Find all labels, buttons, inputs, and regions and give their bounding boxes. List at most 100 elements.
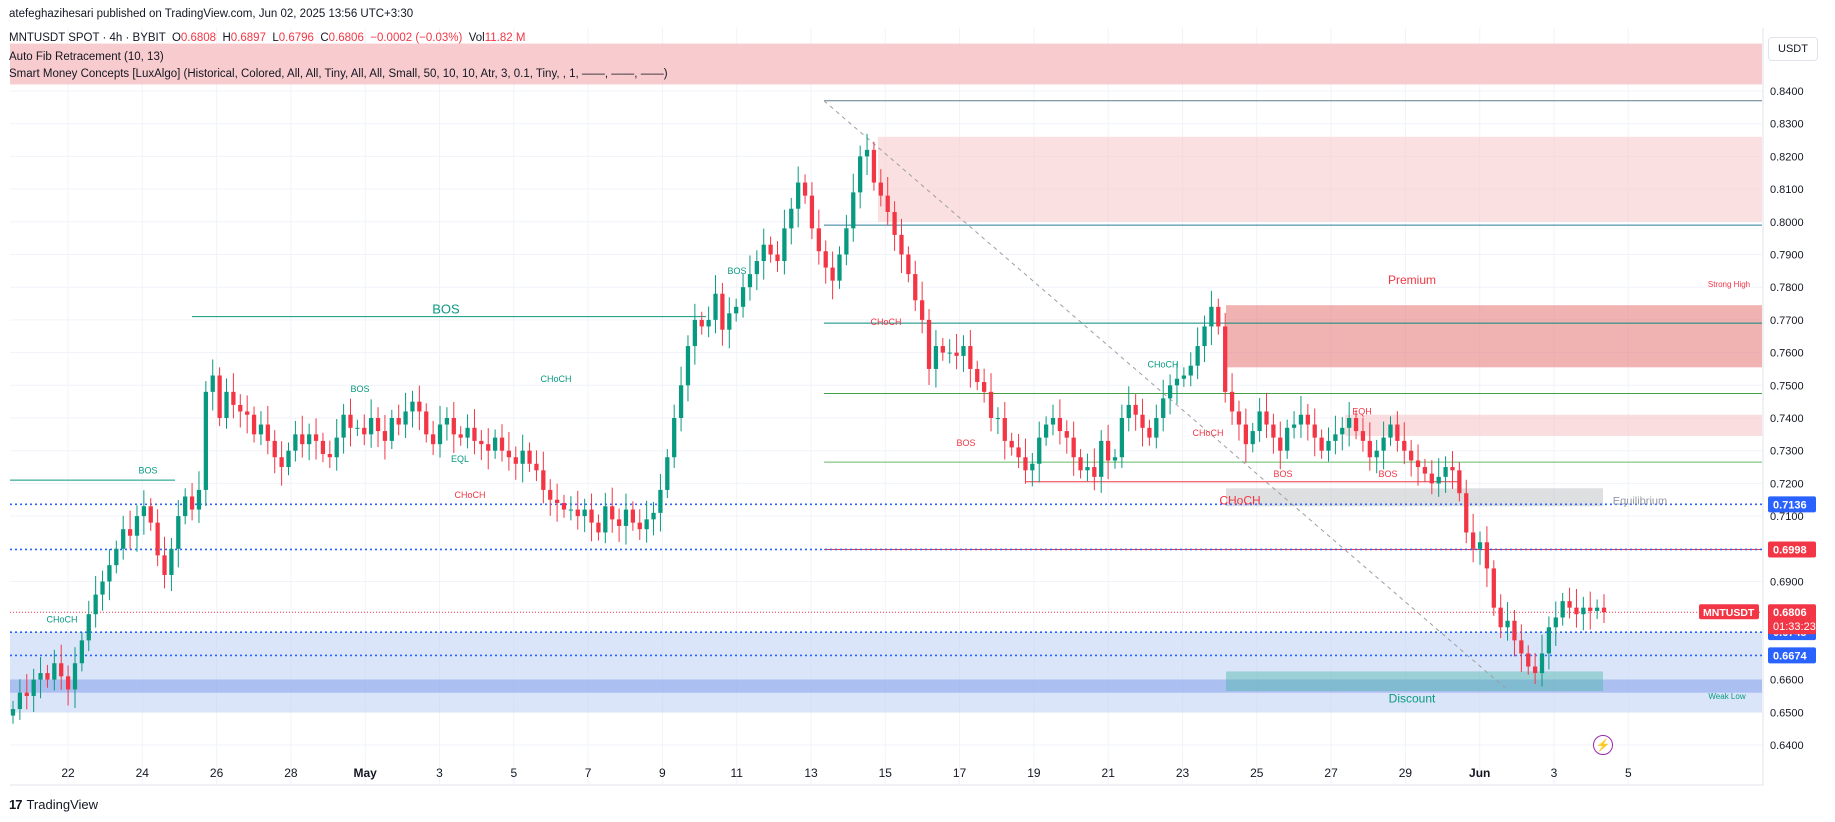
price-tick-label: 0.7400	[1770, 413, 1804, 425]
candle-body	[1202, 326, 1207, 347]
annotation-choch: CHoCH	[1219, 494, 1260, 508]
open-label: O	[171, 32, 181, 44]
annotation-bos: BOS	[432, 301, 460, 316]
candle-body	[300, 434, 305, 445]
candle-body	[375, 418, 381, 432]
candle-body	[355, 427, 360, 429]
candle-body	[1050, 418, 1056, 425]
price-tag-1: 0.6998	[1773, 544, 1807, 556]
candle-body	[176, 516, 181, 549]
indicator-smc[interactable]: Smart Money Concepts [LuxAlgo] (Historic…	[9, 68, 668, 80]
eqh-zone	[1345, 414, 1762, 436]
candle-body	[975, 368, 980, 383]
candle-body	[231, 391, 236, 405]
candle-body	[107, 565, 112, 582]
candle-body	[1092, 467, 1097, 477]
candle-body	[203, 391, 208, 490]
candle-body	[396, 418, 401, 425]
candle-body	[59, 663, 64, 677]
candle-body	[761, 244, 766, 262]
candle-body	[1271, 424, 1276, 438]
premium-zone	[1226, 305, 1762, 368]
currency-unit-button[interactable]: USDT	[1768, 37, 1818, 61]
candle-body	[947, 352, 952, 354]
symbol-tag-bg	[1699, 604, 1759, 620]
candle-body	[486, 444, 491, 451]
candle-body	[499, 437, 505, 451]
candle-body	[1491, 568, 1496, 608]
candle-body	[162, 555, 167, 575]
candle-body	[1216, 306, 1221, 327]
candle-body	[1188, 365, 1193, 376]
time-tick-label: 15	[879, 766, 893, 780]
candle-body	[1002, 418, 1007, 441]
annotation-bos: BOS	[1273, 469, 1292, 479]
candle-body	[706, 319, 711, 327]
candle-body	[720, 293, 725, 330]
candle-body	[1539, 653, 1545, 674]
candle-body	[313, 434, 319, 441]
candle-body	[24, 692, 29, 696]
candle-body	[658, 489, 663, 513]
candle-body	[961, 346, 966, 356]
candle-body	[52, 663, 57, 680]
time-tick-label: 5	[1625, 766, 1632, 780]
candle-body	[1471, 532, 1476, 549]
candle-body	[45, 673, 50, 680]
candle-body	[561, 503, 567, 510]
high-value: 0.6897	[230, 32, 266, 44]
candle-body	[582, 509, 587, 517]
candle-body	[1436, 476, 1441, 484]
candle-body	[1581, 607, 1586, 615]
candle-body	[637, 522, 642, 530]
price-tick-label: 0.6500	[1770, 707, 1804, 719]
candle-body	[437, 424, 443, 445]
symbol-info[interactable]: MNTUSDT SPOT · 4h · BYBIT	[9, 32, 166, 44]
indicator-fib[interactable]: Auto Fib Retracement (10, 13)	[9, 51, 164, 63]
discount-band-inner	[10, 679, 1762, 693]
candle-body	[1484, 542, 1490, 569]
candle-body	[1477, 542, 1483, 549]
candle-body	[858, 156, 863, 193]
time-tick-label: 21	[1102, 766, 1116, 780]
annotation-choch: CHoCH	[46, 614, 77, 624]
candle-body	[940, 346, 945, 353]
candle-body	[920, 300, 925, 320]
candle-body	[672, 418, 677, 458]
candle-body	[141, 506, 146, 517]
symbol-tag: MNTUSDT	[1703, 607, 1755, 619]
candle-body	[1195, 346, 1200, 366]
candle-body	[1167, 385, 1173, 399]
candle-body	[568, 509, 574, 511]
candle-body	[458, 434, 463, 438]
tradingview-logo: 17 TradingView	[9, 797, 98, 812]
legend-premium-band	[10, 43, 1762, 85]
publisher-line: atefeghazihesari published on TradingVie…	[9, 8, 414, 20]
candle-body	[809, 195, 815, 229]
candle-body	[1333, 434, 1338, 441]
candle-body	[189, 496, 195, 510]
time-tick-label: Jun	[1469, 766, 1490, 780]
candle-body	[492, 437, 498, 451]
candle-body	[127, 529, 133, 536]
candle-body	[1043, 424, 1049, 438]
price-tag-3-bg	[1768, 647, 1816, 664]
bar-countdown: 01:33:23	[1773, 621, 1816, 633]
candle-body	[1126, 404, 1131, 418]
lightning-icon[interactable]: ⚡	[1593, 735, 1613, 755]
price-tick-label: 0.7500	[1770, 380, 1804, 392]
last-price-tag-bg	[1768, 604, 1816, 635]
candle-body	[851, 192, 856, 229]
candle-body	[121, 529, 126, 549]
annotation-discount: Discount	[1389, 691, 1436, 705]
time-tick-label: 17	[953, 766, 967, 780]
candle-body	[596, 522, 601, 533]
candle-body	[1291, 424, 1297, 428]
candle-body	[740, 287, 746, 307]
annotation-weak-low: Weak Low	[1708, 692, 1745, 701]
price-tick-label: 0.6400	[1770, 740, 1804, 752]
candle-body	[362, 427, 367, 435]
candle-body	[72, 663, 78, 690]
price-tick-label: 0.8300	[1770, 119, 1804, 131]
